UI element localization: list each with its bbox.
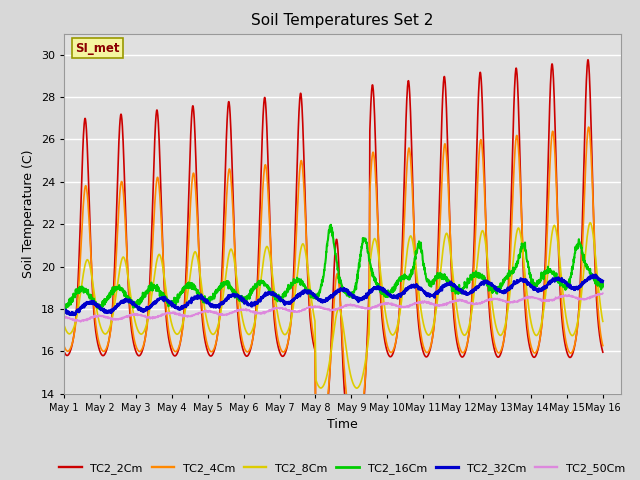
TC2_8Cm bbox=[599, 319, 607, 324]
Text: SI_met: SI_met bbox=[75, 42, 120, 55]
TC2_4Cm bbox=[351, 424, 359, 430]
TC2_16Cm bbox=[327, 222, 335, 228]
TC2_2Cm bbox=[161, 284, 168, 289]
Line: TC2_16Cm: TC2_16Cm bbox=[64, 225, 603, 309]
TC2_16Cm bbox=[576, 240, 584, 246]
TC2_32Cm bbox=[592, 272, 600, 277]
TC2_16Cm bbox=[599, 281, 607, 287]
TC2_50Cm bbox=[339, 304, 346, 310]
X-axis label: Time: Time bbox=[327, 418, 358, 431]
TC2_2Cm bbox=[60, 348, 68, 354]
TC2_50Cm bbox=[77, 319, 84, 324]
TC2_50Cm bbox=[60, 315, 68, 321]
TC2_16Cm bbox=[395, 277, 403, 283]
TC2_4Cm bbox=[599, 343, 607, 348]
TC2_2Cm bbox=[395, 315, 403, 321]
TC2_4Cm bbox=[339, 336, 346, 341]
TC2_2Cm bbox=[351, 437, 358, 443]
TC2_4Cm bbox=[575, 303, 583, 309]
TC2_16Cm bbox=[207, 296, 215, 302]
TC2_32Cm bbox=[395, 293, 403, 299]
TC2_32Cm bbox=[60, 307, 68, 313]
TC2_16Cm bbox=[62, 306, 70, 312]
TC2_32Cm bbox=[575, 283, 583, 289]
TC2_16Cm bbox=[339, 286, 347, 292]
TC2_50Cm bbox=[599, 290, 607, 296]
TC2_4Cm bbox=[395, 318, 403, 324]
TC2_4Cm bbox=[585, 124, 593, 130]
TC2_32Cm bbox=[207, 302, 215, 308]
TC2_4Cm bbox=[161, 276, 168, 282]
Title: Soil Temperatures Set 2: Soil Temperatures Set 2 bbox=[252, 13, 433, 28]
Legend: TC2_2Cm, TC2_4Cm, TC2_8Cm, TC2_16Cm, TC2_32Cm, TC2_50Cm: TC2_2Cm, TC2_4Cm, TC2_8Cm, TC2_16Cm, TC2… bbox=[55, 458, 630, 478]
TC2_2Cm bbox=[599, 349, 607, 355]
TC2_16Cm bbox=[493, 286, 501, 292]
TC2_16Cm bbox=[161, 294, 168, 300]
TC2_2Cm bbox=[584, 57, 592, 63]
TC2_8Cm bbox=[493, 328, 501, 334]
TC2_50Cm bbox=[493, 296, 501, 301]
TC2_4Cm bbox=[207, 349, 215, 355]
TC2_50Cm bbox=[395, 304, 403, 310]
TC2_50Cm bbox=[161, 311, 168, 317]
TC2_8Cm bbox=[395, 316, 403, 322]
TC2_50Cm bbox=[207, 309, 215, 315]
TC2_32Cm bbox=[339, 287, 346, 293]
TC2_8Cm bbox=[60, 323, 68, 328]
Y-axis label: Soil Temperature (C): Soil Temperature (C) bbox=[22, 149, 35, 278]
TC2_2Cm bbox=[207, 353, 215, 359]
TC2_32Cm bbox=[161, 297, 168, 303]
TC2_8Cm bbox=[575, 308, 583, 314]
TC2_4Cm bbox=[60, 343, 68, 349]
TC2_16Cm bbox=[60, 301, 68, 307]
Line: TC2_4Cm: TC2_4Cm bbox=[64, 127, 603, 427]
TC2_2Cm bbox=[575, 298, 583, 303]
TC2_50Cm bbox=[575, 296, 583, 301]
TC2_8Cm bbox=[161, 275, 168, 280]
TC2_8Cm bbox=[353, 385, 361, 391]
TC2_4Cm bbox=[493, 349, 501, 355]
TC2_32Cm bbox=[599, 278, 607, 284]
TC2_8Cm bbox=[339, 318, 346, 324]
TC2_32Cm bbox=[70, 312, 77, 318]
TC2_32Cm bbox=[493, 287, 501, 292]
TC2_8Cm bbox=[586, 220, 594, 226]
Line: TC2_32Cm: TC2_32Cm bbox=[64, 275, 603, 315]
TC2_2Cm bbox=[339, 351, 346, 357]
Line: TC2_50Cm: TC2_50Cm bbox=[64, 293, 603, 322]
Line: TC2_8Cm: TC2_8Cm bbox=[64, 223, 603, 388]
Line: TC2_2Cm: TC2_2Cm bbox=[64, 60, 603, 440]
TC2_8Cm bbox=[207, 330, 215, 336]
TC2_2Cm bbox=[493, 354, 501, 360]
